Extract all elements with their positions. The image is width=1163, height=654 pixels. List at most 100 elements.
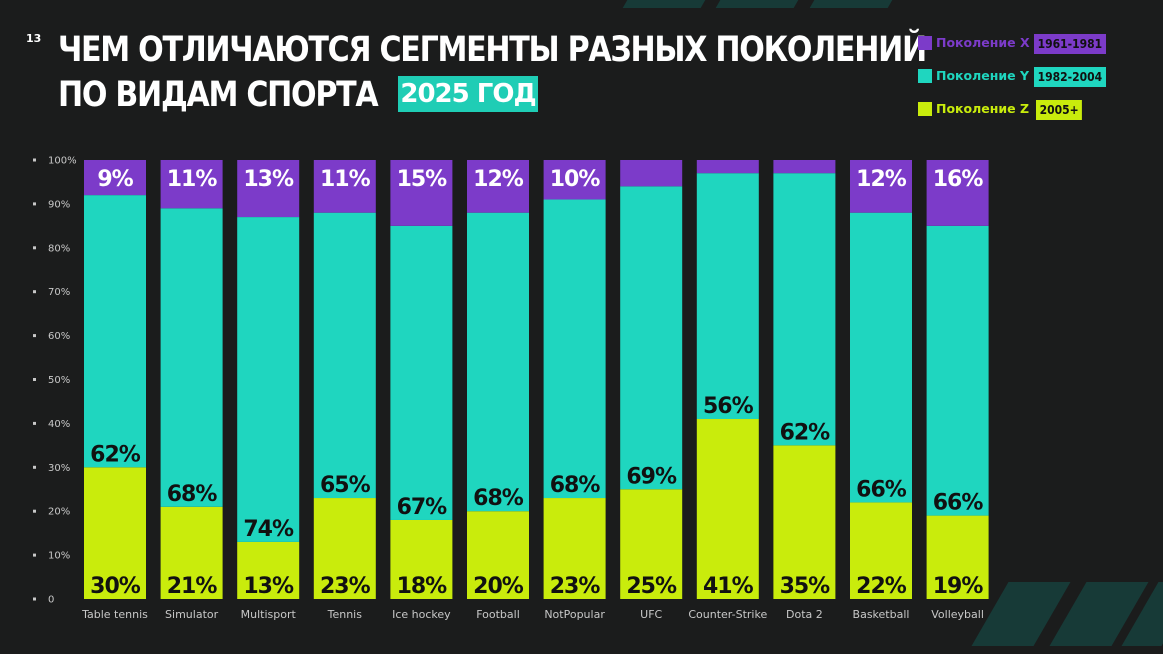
y-tick-label: 30% xyxy=(48,463,70,474)
legend-swatch xyxy=(918,69,932,83)
y-tick-label: 20% xyxy=(48,507,70,518)
data-label: 19% xyxy=(933,574,984,599)
data-label: 66% xyxy=(856,477,907,502)
bar-segment xyxy=(850,160,912,213)
legend-swatch xyxy=(918,102,932,116)
title-line-1: ЧЕМ ОТЛИЧАЮТСЯ СЕГМЕНТЫ РАЗНЫХ ПОКОЛЕНИЙ xyxy=(58,30,927,70)
bar-segment xyxy=(237,217,300,542)
bar-segment xyxy=(926,160,989,226)
y-tick-marker xyxy=(33,509,36,513)
bar-segment xyxy=(84,467,146,599)
y-tick-label: 70% xyxy=(48,287,70,298)
data-label: 13% xyxy=(243,167,294,192)
bar-segment xyxy=(696,173,759,420)
x-tick-label: Counter-Strike xyxy=(688,608,767,621)
bar-segment xyxy=(160,160,223,209)
bar-segment xyxy=(543,160,606,200)
data-label: 56% xyxy=(703,394,754,419)
x-tick-label: UFC xyxy=(640,608,662,621)
x-tick-label: Simulator xyxy=(165,608,219,621)
bar-segment xyxy=(620,489,683,599)
data-label: 41% xyxy=(703,574,754,599)
data-label: 66% xyxy=(933,491,984,516)
bar-segment xyxy=(313,498,376,599)
bar-segment xyxy=(850,212,912,503)
y-tick-marker xyxy=(33,246,36,250)
y-tick-marker xyxy=(33,334,36,338)
y-tick-label: 50% xyxy=(48,375,70,386)
data-label: 30% xyxy=(90,574,141,599)
page-title: ЧЕМ ОТЛИЧАЮТСЯ СЕГМЕНТЫ РАЗНЫХ ПОКОЛЕНИЙ… xyxy=(58,28,927,118)
data-label: 68% xyxy=(550,473,601,498)
page-number: 13 xyxy=(26,32,42,45)
bar-segment xyxy=(620,186,683,490)
data-label: 11% xyxy=(320,167,371,192)
legend-swatch xyxy=(918,36,932,50)
y-tick-label: 0 xyxy=(48,595,54,606)
data-label: 23% xyxy=(550,574,601,599)
data-label: 25% xyxy=(626,574,677,599)
y-tick-marker xyxy=(33,465,36,469)
bar-segment xyxy=(313,212,376,499)
data-label: 65% xyxy=(320,473,371,498)
data-label: 62% xyxy=(780,420,831,445)
data-label: 15% xyxy=(397,167,448,192)
bar-segment xyxy=(467,511,529,599)
y-tick-label: 100% xyxy=(48,156,77,167)
bar-segment xyxy=(926,515,989,599)
bar-segment xyxy=(773,160,836,174)
data-label: 69% xyxy=(626,464,677,489)
y-tick-marker xyxy=(33,202,36,206)
y-tick-marker xyxy=(33,597,36,601)
bar-segment xyxy=(773,173,836,446)
y-tick-label: 90% xyxy=(48,199,70,210)
x-tick-label: Volleyball xyxy=(931,608,984,621)
y-tick-label: 80% xyxy=(48,243,70,254)
year-badge: 2025 ГОД xyxy=(398,76,538,112)
x-tick-label: Basketball xyxy=(853,608,910,621)
data-label: 11% xyxy=(167,167,218,192)
data-label: 23% xyxy=(320,574,371,599)
bar-segment xyxy=(84,160,146,196)
y-tick-label: 10% xyxy=(48,551,70,562)
bar-segment xyxy=(467,212,529,512)
bar-segment xyxy=(84,195,146,468)
x-tick-label: Table tennis xyxy=(81,608,148,621)
legend-range: 1961-1981 xyxy=(1034,34,1106,54)
bar-segment xyxy=(543,498,606,599)
legend-range: 2005+ xyxy=(1036,100,1083,120)
legend-label: Поколение X xyxy=(936,35,1030,50)
data-label: 12% xyxy=(473,167,524,192)
x-tick-label: Tennis xyxy=(327,608,363,621)
data-label: 21% xyxy=(167,574,218,599)
data-label: 16% xyxy=(933,167,984,192)
data-label: 10% xyxy=(550,167,601,192)
bar-segment xyxy=(390,519,453,599)
data-label: 68% xyxy=(473,486,524,511)
data-label: 20% xyxy=(473,574,524,599)
x-tick-label: Ice hockey xyxy=(392,608,451,621)
bar-segment xyxy=(237,541,300,599)
title-line-2: ПО ВИДАМ СПОРТА xyxy=(58,75,379,115)
x-tick-label: Multisport xyxy=(241,608,297,621)
y-tick-label: 40% xyxy=(48,419,70,430)
bar-segment xyxy=(543,199,606,499)
bar-segment xyxy=(237,160,300,218)
legend-label: Поколение Y xyxy=(936,68,1030,83)
x-tick-label: NotPopular xyxy=(544,608,605,621)
bar-segment xyxy=(313,160,376,213)
bar-segment xyxy=(160,506,223,599)
bar-segment xyxy=(390,160,453,226)
x-tick-label: Dota 2 xyxy=(786,608,823,621)
data-label: 12% xyxy=(856,167,907,192)
data-label: 22% xyxy=(856,574,907,599)
data-label: 13% xyxy=(243,574,294,599)
y-tick-marker xyxy=(33,158,36,162)
bar-segment xyxy=(773,445,836,599)
bar-segment xyxy=(160,208,223,507)
legend-label: Поколение Z xyxy=(936,101,1030,116)
bar-segment xyxy=(850,502,912,599)
bar-segment xyxy=(696,160,759,174)
y-tick-marker xyxy=(33,553,36,557)
bar-segment xyxy=(926,225,989,516)
